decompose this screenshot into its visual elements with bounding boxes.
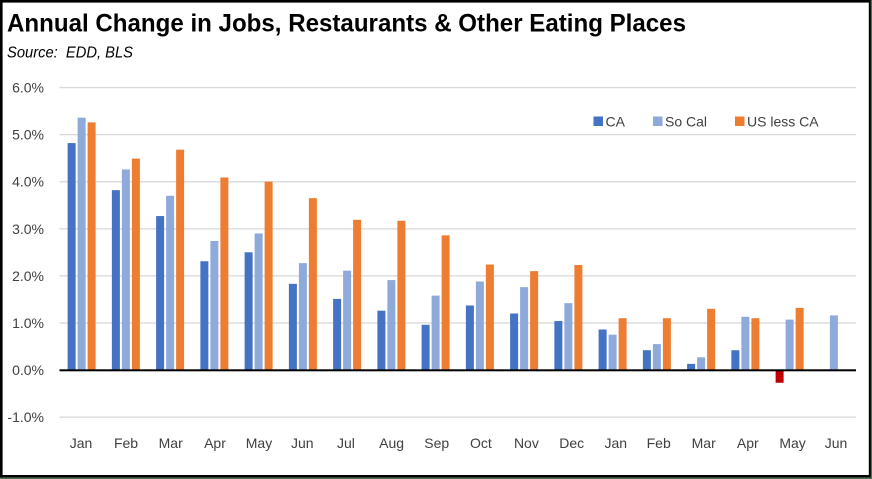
svg-text:Sep: Sep [424, 435, 449, 451]
svg-text:Annual Change in Jobs, Restaur: Annual Change in Jobs, Restaurants & Oth… [7, 10, 686, 38]
svg-text:6.0%: 6.0% [12, 80, 44, 96]
svg-text:Jul: Jul [337, 435, 355, 451]
svg-text:Apr: Apr [204, 435, 226, 451]
svg-text:Apr: Apr [737, 435, 759, 451]
svg-text:Aug: Aug [379, 435, 404, 451]
svg-text:Jan: Jan [70, 435, 93, 451]
svg-text:Jun: Jun [291, 435, 314, 451]
svg-text:May: May [779, 435, 805, 451]
svg-text:Source: EDD, BLS: Source: EDD, BLS [7, 45, 133, 62]
svg-text:CA: CA [606, 114, 626, 130]
svg-text:Jun: Jun [825, 435, 848, 451]
svg-text:-1.0%: -1.0% [7, 409, 44, 425]
svg-text:4.0%: 4.0% [12, 174, 44, 190]
svg-text:Dec: Dec [559, 435, 584, 451]
svg-text:Mar: Mar [692, 435, 716, 451]
svg-text:Feb: Feb [647, 435, 671, 451]
svg-text:2.0%: 2.0% [12, 268, 44, 284]
svg-text:Mar: Mar [159, 435, 183, 451]
svg-text:Nov: Nov [514, 435, 539, 451]
svg-text:Feb: Feb [114, 435, 138, 451]
svg-text:1.0%: 1.0% [12, 315, 44, 331]
svg-text:May: May [246, 435, 272, 451]
svg-text:3.0%: 3.0% [12, 221, 44, 237]
svg-text:Oct: Oct [470, 435, 492, 451]
svg-text:US less CA: US less CA [747, 114, 819, 130]
svg-text:0.0%: 0.0% [12, 362, 44, 378]
svg-text:So Cal: So Cal [665, 114, 707, 130]
svg-text:5.0%: 5.0% [12, 127, 44, 143]
svg-text:Jan: Jan [605, 435, 628, 451]
